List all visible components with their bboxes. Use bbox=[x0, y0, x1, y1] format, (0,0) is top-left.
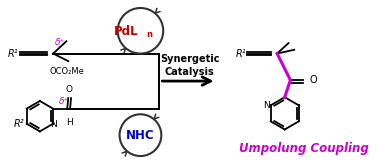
Text: O: O bbox=[66, 85, 73, 94]
Text: R¹: R¹ bbox=[8, 49, 18, 59]
Text: OCO₂Me: OCO₂Me bbox=[50, 67, 84, 76]
Text: Synergetic
Catalysis: Synergetic Catalysis bbox=[160, 54, 220, 77]
Text: H: H bbox=[66, 118, 73, 127]
Text: NHC: NHC bbox=[126, 129, 155, 142]
Text: R²: R² bbox=[13, 119, 24, 129]
Text: N: N bbox=[263, 101, 270, 110]
Text: n: n bbox=[146, 30, 152, 39]
Text: δ⁺: δ⁺ bbox=[59, 97, 70, 105]
Text: Umpolung Coupling: Umpolung Coupling bbox=[239, 142, 369, 155]
Text: PdL: PdL bbox=[114, 25, 139, 38]
Text: O: O bbox=[309, 75, 317, 85]
Text: δ⁺: δ⁺ bbox=[55, 38, 65, 47]
Text: R¹: R¹ bbox=[235, 49, 246, 59]
Text: N: N bbox=[50, 120, 56, 129]
